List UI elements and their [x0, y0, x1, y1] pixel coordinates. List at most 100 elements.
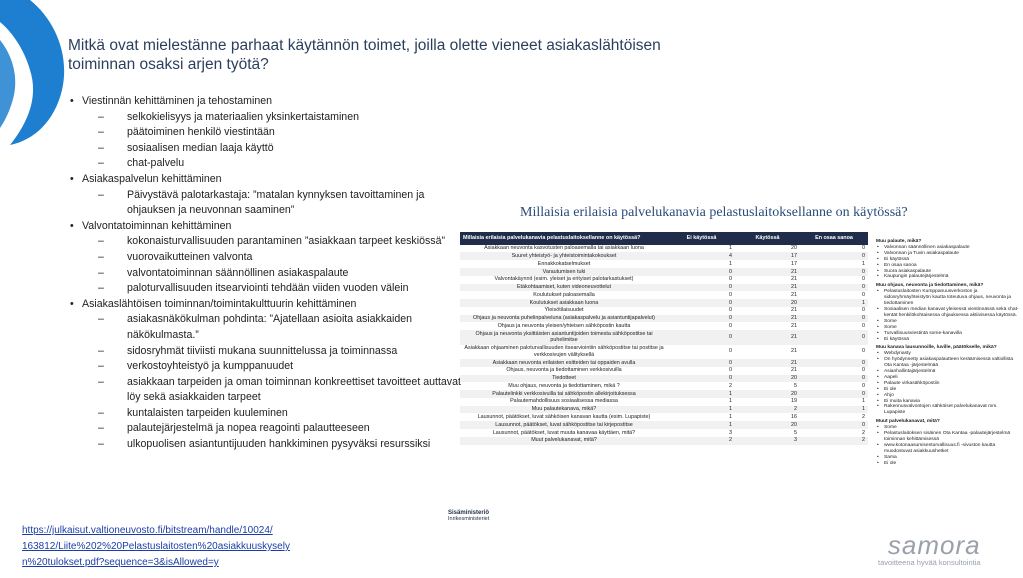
table-row: Etäkohtaamiset, kuten videoneuvottelut 0 2… — [460, 283, 868, 292]
sub-bullet: kokonaisturvallisuuden parantaminen ”asi… — [82, 234, 468, 250]
value-cell: 0 — [800, 390, 868, 398]
value-cell: 2 — [735, 405, 800, 414]
value-cell: 1 — [668, 390, 735, 398]
link-line[interactable]: 163812/Liite%202%20Pelastuslaitosten%20a… — [22, 541, 290, 552]
table-row: Varautumisen tuki 0 21 0 — [460, 267, 868, 276]
source-link[interactable]: https://julkaisut.valtioneuvosto.fi/bits… — [22, 523, 290, 571]
note-item: Some — [876, 319, 1020, 325]
note-heading: Muu ohjaus, neuvonta ja tiedottaminen, m… — [876, 283, 984, 289]
note-item: Valvonnan ja Tuvin asiakaspalaute — [876, 251, 1020, 257]
value-cell: 0 — [800, 267, 868, 276]
value-cell: 21 — [735, 314, 800, 323]
value-cell: 3 — [729, 429, 732, 436]
sub-bullet: asiakkaan tarpeiden ja oman toiminnan ko… — [82, 375, 468, 406]
note-item: Some — [876, 325, 1020, 331]
value-cell: 21 — [791, 367, 797, 374]
sub-bullet: palautejärjestelmä ja nopea reagointi pa… — [82, 421, 468, 437]
value-cell: 21 — [735, 267, 800, 276]
note-item: Pelastuslaitosten Kumppanuusverkoston ja… — [876, 289, 1020, 307]
label-cell: Asiakkaan neuvonta kasvotusten paloasema… — [484, 245, 644, 252]
value-cell: 0 — [862, 323, 865, 329]
label-cell: Ennakkokatselmukset — [537, 260, 591, 267]
table-body: Asiakkaan neuvonta kasvotusten paloasema… — [460, 245, 868, 445]
value-cell: 0 — [729, 276, 732, 283]
note-item: Webdynasty — [876, 351, 1020, 357]
table-row: Ohjaus, neuvonta ja tiedottaminen verkko… — [460, 367, 868, 375]
sub-bullet: paloturvallisuuden itsearviointi tehdään… — [82, 281, 468, 297]
table-row: Asiakkaan neuvonta kasvotusten paloasema… — [460, 245, 868, 253]
note-list: SomePelastuslaitoksen sisäinen Ota Kanta… — [876, 425, 1020, 466]
label-cell: Tiedotteet — [460, 374, 668, 383]
label-cell: Asiakkaan neuvonta erilaisten esitteiden… — [460, 358, 668, 367]
value-cell: 0 — [862, 348, 865, 355]
value-cell: 1 — [800, 405, 868, 414]
label-cell: Ohjaus ja neuvonta yksittäisten asiantun… — [460, 330, 668, 345]
note-item: Palaute virkasähköpostiin — [876, 381, 1020, 387]
note-item: Pelastuslaitoksen sisäinen Ota Kantaa -p… — [876, 431, 1020, 443]
sub-bullet: verkostoyhteistyö ja kumppanuudet — [82, 359, 468, 375]
value-cell: 0 — [800, 283, 868, 292]
value-cell: 21 — [735, 330, 800, 345]
note-item: Some — [876, 425, 1020, 431]
note-item: Sama — [876, 455, 1020, 461]
label-cell: Muut palvelukanavat, mitä? — [460, 436, 668, 445]
value-cell: 0 — [729, 307, 732, 314]
label-cell: Muu palautekanava, mikä? — [460, 405, 668, 414]
value-cell: 0 — [668, 283, 735, 292]
label-cell: Yleisötilaisuudet — [544, 307, 584, 314]
label-cell: Varautumisen tuki — [460, 267, 668, 276]
value-cell: 3 — [735, 436, 800, 445]
note-item: Ahjo — [876, 393, 1020, 399]
value-cell: 0 — [800, 314, 868, 323]
link-line[interactable]: n%20tulokset.pdf?sequence=3&isAllowed=y — [22, 557, 219, 568]
value-cell: 0 — [862, 245, 865, 252]
value-cell: 0 — [729, 348, 732, 355]
sub-bullet: Päivystävä palotarkastaja: ”matalan kynn… — [82, 188, 468, 219]
link-line[interactable]: https://julkaisut.valtioneuvosto.fi/bits… — [22, 525, 273, 536]
note-heading: Muu kanava lausunnoille, luville, päätök… — [876, 345, 997, 351]
note-heading: Muu palaute, mikä? — [876, 239, 922, 244]
table-row: Ohjaus ja neuvonta yksittäisten asiantun… — [460, 330, 868, 345]
value-cell: 21 — [791, 323, 797, 329]
value-cell: 0 — [800, 421, 868, 429]
value-cell: 2 — [862, 414, 865, 420]
sub-bullet: kuntalaisten tarpeiden kuuleminen — [82, 406, 468, 422]
value-cell: 20 — [735, 374, 800, 383]
sub-list: kokonaisturvallisuuden parantaminen ”asi… — [82, 234, 468, 296]
label-cell: Ohjaus ja neuvonta puhelinpalveluna (asi… — [460, 314, 668, 323]
value-cell: 1 — [862, 260, 865, 267]
note-item: Aapeli — [876, 375, 1020, 381]
value-cell: 21 — [791, 291, 797, 298]
data-table: Millaisia erilaisia palvelukanavia pelas… — [460, 232, 868, 445]
value-cell: 19 — [791, 398, 797, 405]
value-cell: 1 — [862, 398, 865, 405]
note-item: Ei käytössä — [876, 257, 1020, 263]
table-row: Ohjaus ja neuvonta yleisen/yhteisen sähk… — [460, 322, 868, 330]
value-cell: 0 — [862, 367, 865, 374]
slide-title: Mitkä ovat mielestänne parhaat käytännön… — [68, 37, 661, 73]
label-cell: Koulutukset paloasemalla — [533, 291, 595, 298]
value-cell: 0 — [862, 291, 865, 298]
value-cell: 5 — [794, 429, 797, 436]
value-cell: 0 — [668, 314, 735, 323]
table-row: Suuret yhteistyö- ja yhteistoimintakokou… — [460, 252, 868, 261]
table-row: Ohjaus ja neuvonta puhelinpalveluna (asi… — [460, 314, 868, 323]
label-cell: Palautelinkki verkkosivuilla tai sähköpo… — [460, 390, 668, 398]
sub-bullet: sidosryhmät tiiviisti mukana suunnittelu… — [82, 344, 468, 360]
note-item: Turvallisuusviestintä some-kanavilla — [876, 331, 1020, 337]
label-cell: Muu ohjaus, neuvonta ja tiedottaminen, m… — [508, 382, 620, 389]
note-item: Ei käytössä — [876, 337, 1020, 343]
sub-bullet: chat-palvelu — [82, 156, 468, 172]
table-row: Asiakkaan neuvonta erilaisten esitteiden… — [460, 358, 868, 367]
value-cell: 21 — [791, 276, 797, 283]
value-cell: 2 — [668, 436, 735, 445]
decor-swoosh — [0, 0, 65, 145]
table-row: Koulutukset paloasemalla 0 21 0 — [460, 291, 868, 299]
value-cell: 1 — [668, 405, 735, 414]
value-cell: 21 — [791, 307, 797, 314]
table-row: Yleisötilaisuudet 0 21 0 — [460, 307, 868, 315]
note-list: WebdynastyOn hyödynnetty asiakaspalautte… — [876, 351, 1020, 416]
value-cell: 0 — [668, 267, 735, 276]
value-cell: 0 — [800, 358, 868, 367]
